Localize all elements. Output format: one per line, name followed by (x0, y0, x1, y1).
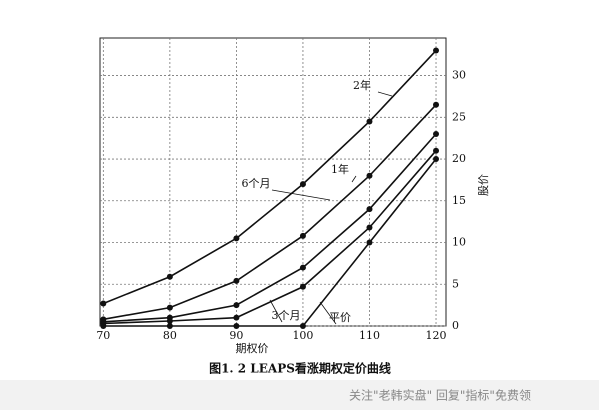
x-tick-label: 90 (229, 329, 243, 342)
data-point (299, 283, 306, 290)
series-label: 平价 (329, 311, 351, 324)
data-point (299, 232, 306, 239)
series-line (103, 150, 437, 325)
y-tick-label: 30 (452, 69, 466, 82)
y-axis-label: 股价 (477, 174, 490, 196)
y-tick-label: 20 (452, 152, 466, 165)
x-axis-label: 期权价 (236, 342, 269, 355)
data-point (366, 118, 373, 125)
data-point (233, 277, 240, 284)
data-point (366, 224, 373, 231)
data-point (366, 172, 373, 179)
watermark: 关注"老韩实盘" 回复"指标"免费领 (349, 388, 531, 403)
x-tick-label: 100 (292, 329, 313, 342)
y-tick-label: 15 (452, 194, 466, 207)
data-point (166, 304, 173, 311)
data-point (366, 239, 373, 246)
leader-line (271, 189, 331, 201)
leader-line (351, 175, 357, 183)
series-line (103, 49, 437, 305)
data-point (100, 300, 107, 307)
series-line (103, 104, 437, 321)
y-tick-label: 5 (452, 277, 459, 290)
x-tick-label: 110 (359, 329, 380, 342)
leader-line (319, 301, 337, 325)
data-point (299, 181, 306, 188)
y-tick-label: 0 (452, 319, 459, 332)
series-line (103, 133, 437, 323)
data-point (166, 273, 173, 280)
data-point (433, 131, 440, 137)
data-point (433, 156, 440, 163)
data-point (366, 206, 373, 213)
data-point (299, 264, 306, 271)
leader-line (377, 91, 393, 97)
data-point (299, 323, 306, 329)
leader-line (269, 299, 283, 323)
series-label: 1年 (331, 162, 349, 176)
series-label: 3个月 (272, 309, 301, 322)
data-point (233, 323, 240, 329)
watermark-band (0, 380, 599, 410)
series-line (103, 158, 437, 327)
data-point (233, 235, 240, 242)
x-tick-label: 120 (426, 329, 447, 342)
y-tick-label: 25 (452, 110, 466, 123)
x-tick-label: 80 (163, 329, 177, 342)
chart-title: 图1. 2 LEAPS看涨期权定价曲线 (209, 361, 391, 376)
data-point (433, 147, 440, 154)
data-point (233, 302, 240, 309)
data-point (433, 101, 440, 108)
data-point (100, 323, 107, 329)
series-label: 6个月 (242, 177, 271, 190)
data-point (166, 317, 173, 324)
series-label: 2年 (353, 78, 371, 92)
data-point (433, 47, 440, 54)
data-point (233, 314, 240, 321)
x-tick-label: 70 (96, 329, 110, 342)
data-point (166, 323, 173, 329)
y-tick-label: 10 (452, 236, 466, 249)
